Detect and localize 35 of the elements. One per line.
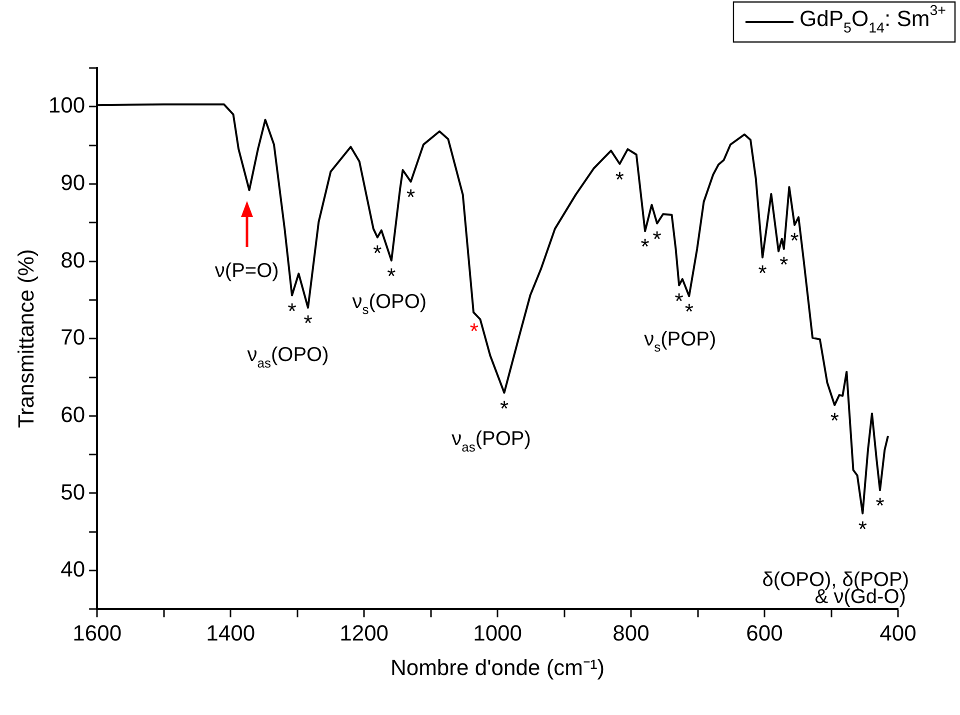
y-tick-label: 100 — [48, 92, 86, 118]
x-tick-label: 1600 — [72, 620, 122, 646]
y-tick-label: 40 — [60, 556, 86, 582]
y-tick-label: 60 — [60, 402, 86, 427]
x-tick-label: 1200 — [340, 620, 389, 646]
y-tick-label: 50 — [60, 479, 86, 504]
annotation: * — [858, 516, 868, 542]
annotation: * — [830, 408, 840, 434]
annotation: ν(P=O) — [214, 260, 279, 282]
annotation: * — [304, 310, 313, 336]
y-tick-label: 80 — [60, 247, 86, 272]
annotation: * — [790, 228, 800, 254]
annotation: * — [373, 240, 382, 266]
annotation: * — [470, 318, 479, 344]
x-tick-label: 400 — [880, 620, 916, 646]
annotation: * — [640, 234, 650, 260]
x-tick-label: 800 — [612, 620, 650, 646]
annotation: * — [387, 264, 396, 289]
x-axis-title: Nombre d'onde (cm⁻¹) — [390, 654, 605, 680]
annotation: * — [684, 299, 694, 324]
annotation: * — [615, 166, 624, 192]
annotation: * — [652, 226, 662, 252]
y-tick-label: 90 — [60, 170, 86, 196]
x-tick-label: 1000 — [473, 620, 522, 646]
y-tick-label: 70 — [60, 324, 86, 350]
x-tick-label: 600 — [746, 620, 783, 646]
annotation: * — [780, 252, 789, 277]
x-tick-label: 1400 — [206, 620, 256, 646]
annotation: * — [758, 260, 768, 286]
annotation: * — [876, 493, 885, 518]
annotation: * — [406, 184, 416, 210]
annotation: * — [674, 288, 684, 314]
annotation: * — [288, 298, 297, 324]
y-axis-title: Transmittance (%) — [13, 249, 38, 428]
annotation: * — [500, 396, 509, 421]
